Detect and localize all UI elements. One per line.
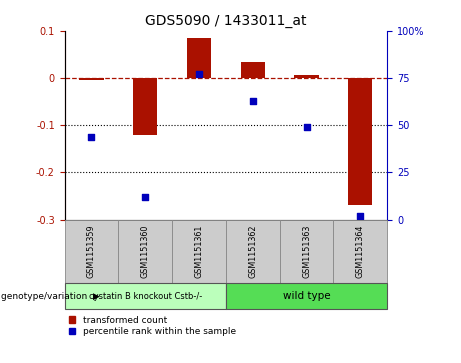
Point [142, 194, 149, 200]
Text: GSM1151361: GSM1151361 [195, 225, 203, 278]
Bar [133, 78, 157, 135]
Bar [241, 61, 265, 78]
Point [249, 98, 256, 103]
Text: GSM1151364: GSM1151364 [356, 225, 365, 278]
Point [195, 72, 203, 77]
Bar [348, 78, 372, 205]
Bar [79, 78, 104, 80]
Text: GSM1151363: GSM1151363 [302, 225, 311, 278]
Legend: transformed count, percentile rank within the sample: transformed count, percentile rank withi… [69, 315, 236, 336]
Point [88, 134, 95, 139]
Text: GSM1151359: GSM1151359 [87, 225, 96, 278]
Title: GDS5090 / 1433011_at: GDS5090 / 1433011_at [145, 15, 307, 28]
Text: cystatin B knockout Cstb-/-: cystatin B knockout Cstb-/- [89, 292, 202, 301]
Text: wild type: wild type [283, 291, 331, 301]
Text: GSM1151360: GSM1151360 [141, 225, 150, 278]
Text: genotype/variation  ▶: genotype/variation ▶ [1, 292, 100, 301]
Point [357, 213, 364, 219]
Text: GSM1151362: GSM1151362 [248, 225, 257, 278]
Bar [187, 38, 211, 78]
Bar [295, 75, 319, 78]
Point [303, 124, 310, 130]
